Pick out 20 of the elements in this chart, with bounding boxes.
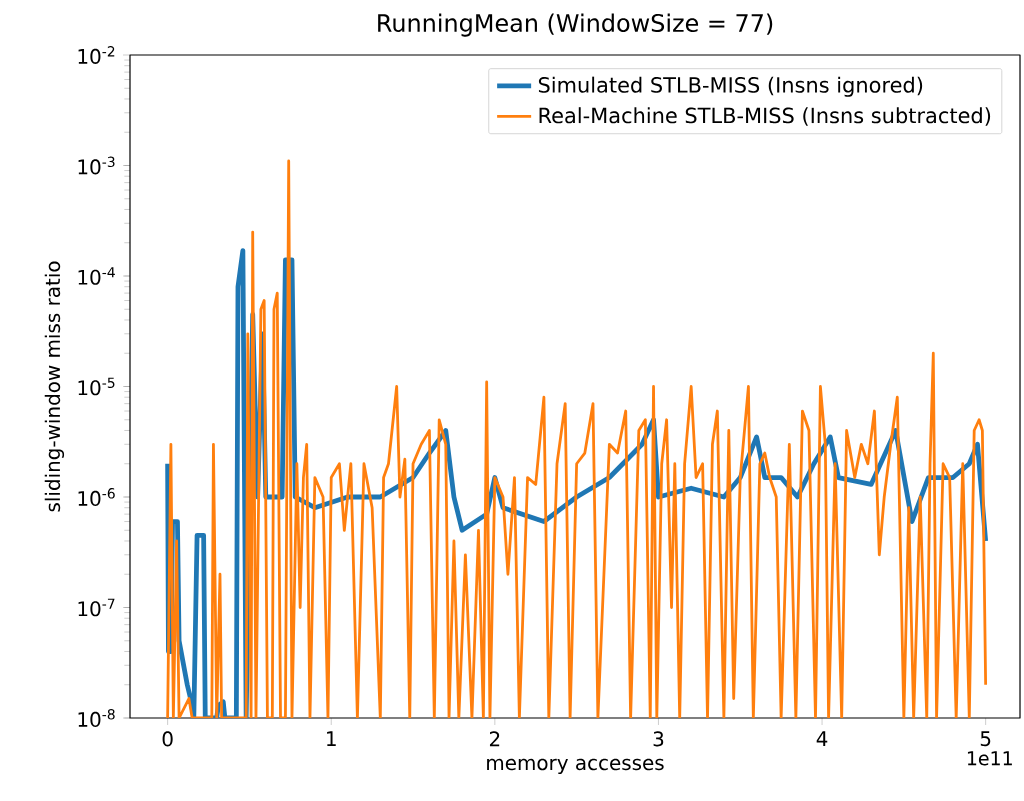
x-tick-label: 0 (162, 731, 173, 747)
x-tick-label: 3 (653, 731, 664, 747)
y-axis-title: sliding-window miss ratio (44, 261, 65, 512)
x-tick-label: 2 (489, 731, 500, 747)
text: 1e11 (967, 751, 1012, 766)
y-tick-label: 10$^{-2}$ (78, 46, 115, 64)
y-tick-label: 10$^{-3}$ (78, 156, 115, 175)
x-tick-label: 5 (980, 731, 991, 747)
y-tick-label: 10$^{-6}$ (78, 488, 115, 506)
y-tick-label: 10$^{-4}$ (78, 267, 115, 285)
line-series (166, 159, 988, 719)
x-tick-label: 4 (816, 731, 828, 746)
x-axis-title: memory accesses (487, 758, 664, 775)
y-tick-label: 10$^{-8}$ (78, 709, 115, 727)
x-tick-label: 1 (327, 731, 336, 746)
legend-label: Simulated STLB-MISS (Insns ignored) (538, 76, 923, 97)
y-tick-label: 10$^{-7}$ (78, 598, 115, 617)
legend-label: Real-Machine STLB-MISS (Insns subtracted) (539, 107, 991, 126)
y-tick-label: 10$^{-5}$ (78, 377, 115, 396)
chart-title: RunningMean (WindowSize = 77) (378, 13, 773, 37)
